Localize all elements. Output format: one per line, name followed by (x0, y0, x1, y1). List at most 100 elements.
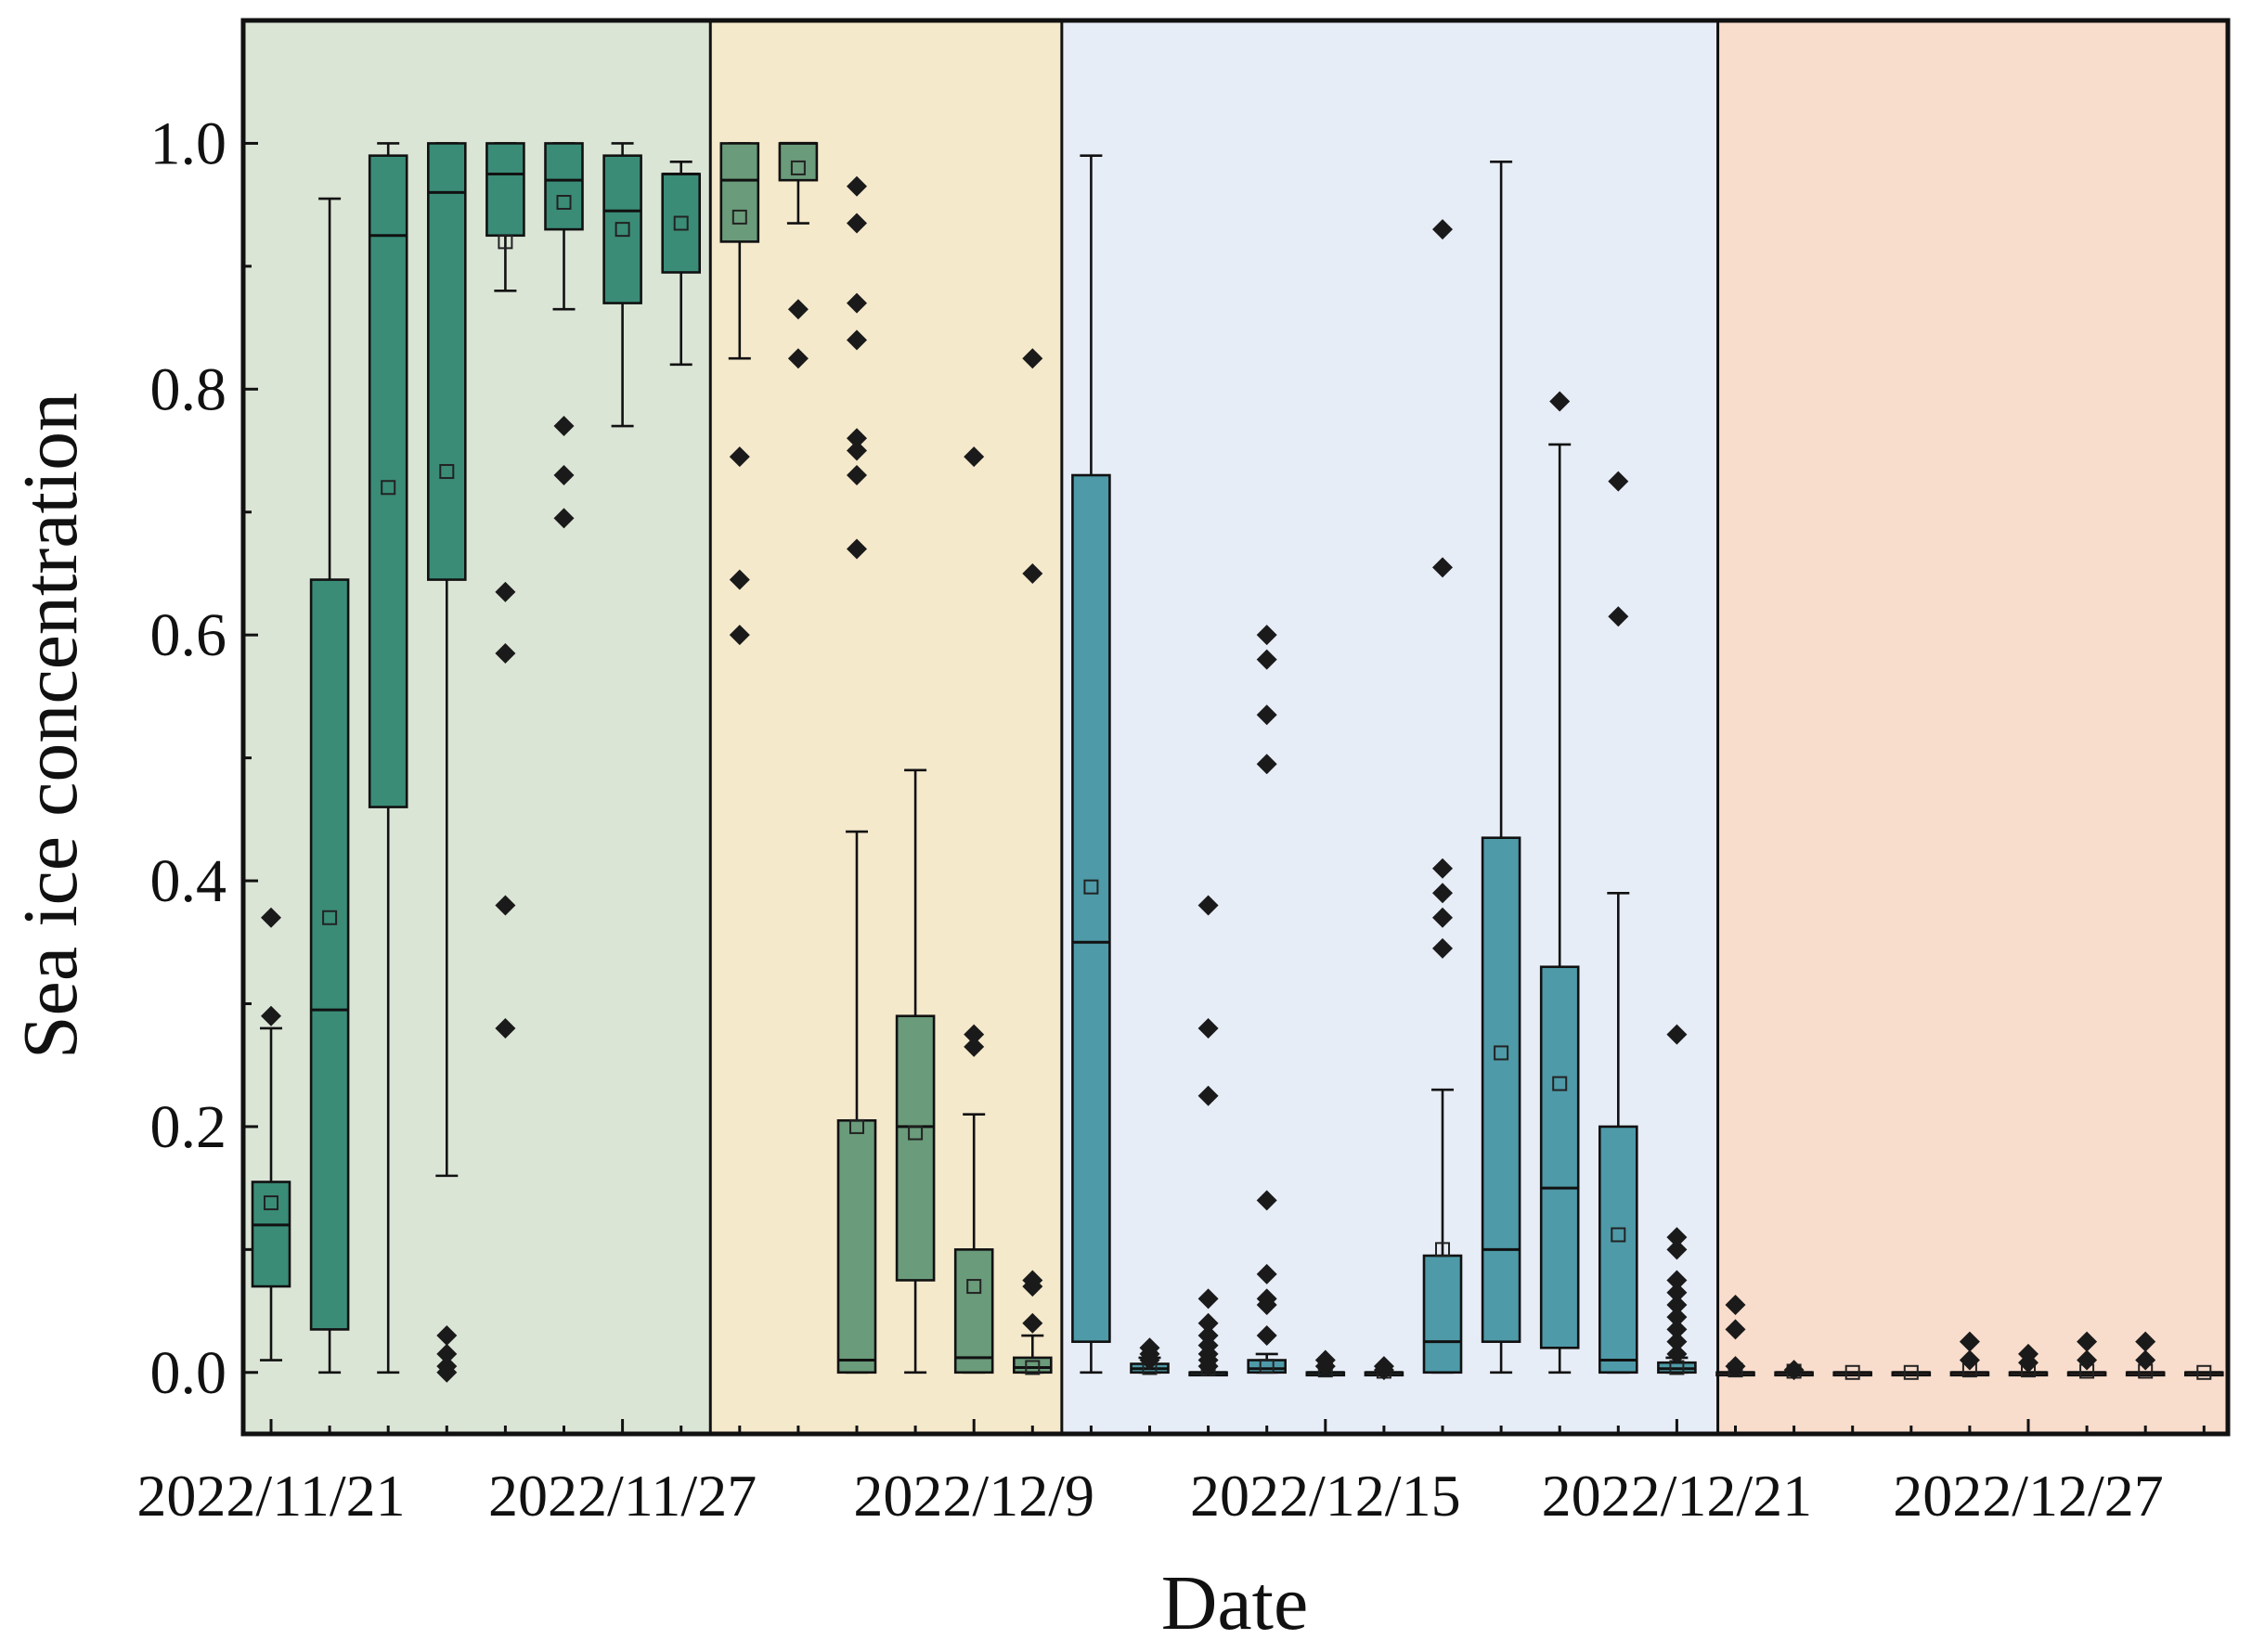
outlier-point (495, 581, 516, 602)
outlier-point (2135, 1331, 2156, 1352)
outlier-point (1666, 1239, 1688, 1260)
box-group (544, 142, 584, 529)
outlier-point (1373, 1356, 1394, 1377)
outlier-point (847, 428, 867, 449)
outlier-point (1314, 1349, 1336, 1371)
mean-marker (790, 160, 806, 175)
box-group (1305, 1349, 1346, 1378)
mean-marker (439, 464, 455, 480)
outlier-point (964, 446, 985, 468)
box-group (2125, 1331, 2166, 1379)
outlier-point (1432, 557, 1453, 578)
outlier-point (495, 1017, 516, 1039)
plot-frame (240, 18, 2231, 1437)
outlier-point (1022, 562, 1043, 584)
box-group (485, 142, 525, 1039)
box-group (778, 141, 819, 369)
outlier-point (787, 348, 809, 369)
box (1481, 836, 1521, 1343)
outlier-point (1432, 907, 1453, 928)
box-group (251, 907, 291, 1362)
box-group (953, 446, 994, 1375)
outlier-point (1256, 649, 1277, 670)
box-group (368, 142, 408, 1375)
outlier-point (1256, 1325, 1277, 1347)
outlier-point (1197, 1288, 1219, 1310)
outlier-point (2018, 1343, 2038, 1364)
outlier-point (1608, 606, 1629, 627)
box-group (1130, 1337, 1170, 1375)
outlier-point (1197, 1312, 1219, 1334)
outlier-point (1608, 471, 1629, 492)
y-tick-label: 0.2 (150, 1093, 227, 1161)
box-group (1364, 1356, 1404, 1381)
outlier-point (436, 1325, 458, 1347)
outlier-point (2077, 1331, 2098, 1352)
box-group (426, 142, 467, 1383)
axes: 0.0 0.2 0.4 0.6 0.8 1.0 2022/11/21 2022/11/27 20… (136, 18, 2231, 1529)
box (953, 1248, 994, 1375)
box (895, 1014, 936, 1282)
box-group (1715, 1294, 1755, 1378)
box (719, 142, 760, 243)
x-tick-label: 2022/11/27 (488, 1463, 757, 1529)
mean-marker (966, 1279, 982, 1295)
box-group (2066, 1331, 2107, 1379)
outlier-point (1256, 1190, 1277, 1211)
box-group (895, 768, 936, 1375)
y-axis-label: Sea ice concentration (7, 393, 94, 1059)
box (485, 142, 525, 238)
mean-marker (322, 910, 338, 925)
box (1247, 1359, 1287, 1375)
box-group (661, 161, 702, 367)
outlier-point (964, 1024, 985, 1045)
y-tick-label: 0.6 (150, 601, 227, 669)
outlier-point (1666, 1307, 1688, 1328)
outlier-point (1256, 1288, 1277, 1310)
box-plots (251, 141, 2224, 1383)
outlier-point (261, 1005, 281, 1026)
outlier-point (1666, 1331, 1688, 1352)
outlier-point (1022, 1270, 1043, 1291)
mean-marker (498, 234, 513, 250)
mean-marker (1611, 1227, 1626, 1243)
x-tick-label: 2022/12/27 (1893, 1463, 2164, 1529)
box-group (1832, 1364, 1872, 1380)
box-group (2008, 1343, 2049, 1378)
box-group (836, 175, 877, 1375)
mean-marker (1025, 1360, 1041, 1375)
outlier-point (553, 508, 575, 529)
box-group (602, 142, 642, 428)
x-tick-label: 2022/12/9 (853, 1463, 1094, 1529)
outlier-point (1022, 1312, 1043, 1334)
outlier-point (1666, 1343, 1688, 1364)
mean-marker (1552, 1076, 1568, 1091)
outlier-point (1256, 704, 1277, 726)
box (661, 173, 702, 274)
outlier-point (1666, 1319, 1688, 1340)
mean-marker (849, 1118, 864, 1134)
outlier-point (553, 465, 575, 486)
outlier-point (1139, 1337, 1160, 1359)
outlier-point (1432, 883, 1453, 904)
outlier-point (847, 175, 867, 197)
y-tick-label: 0.0 (150, 1339, 227, 1407)
box (309, 578, 350, 1331)
outlier-point (1022, 348, 1043, 369)
box (1422, 1254, 1463, 1375)
x-tick-label: 2022/12/21 (1542, 1463, 1813, 1529)
outlier-point (1432, 219, 1453, 240)
outlier-point (787, 299, 809, 320)
mean-marker (908, 1125, 924, 1141)
outlier-point (1197, 1085, 1219, 1106)
outlier-point (847, 213, 867, 234)
outlier-point (1725, 1356, 1746, 1377)
outlier-point (964, 1036, 985, 1057)
box (1539, 965, 1580, 1349)
box-group (719, 142, 760, 646)
mean-marker (1903, 1364, 1919, 1380)
outlier-point (729, 446, 750, 468)
box-group (1949, 1331, 1990, 1378)
outlier-point (847, 440, 867, 461)
